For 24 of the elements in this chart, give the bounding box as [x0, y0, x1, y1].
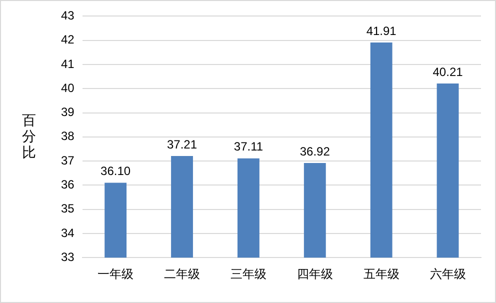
data-label: 37.21 [166, 137, 198, 152]
x-tick-label: 二年级 [164, 266, 200, 281]
data-label: 36.10 [100, 164, 131, 178]
y-tick-label: 38 [60, 129, 75, 144]
y-tick-label: 41 [60, 56, 75, 71]
y-tick-label: 35 [60, 202, 75, 216]
data-label: 40.21 [432, 64, 464, 79]
data-label: 41.91 [366, 24, 397, 38]
y-tick-label: 39 [60, 105, 75, 120]
y-tick-label: 33 [60, 250, 75, 264]
y-tick-label: 43 [60, 8, 75, 23]
x-tick-label: 三年级 [230, 266, 266, 281]
data-label: 37.11 [234, 140, 264, 154]
x-tick-label: 四年级 [296, 266, 333, 281]
data-label: 36.92 [300, 144, 330, 158]
y-tick-label: 37 [60, 153, 75, 168]
y-tick-label: 36 [60, 177, 75, 192]
y-tick-label: 42 [60, 32, 75, 47]
y-axis-title: 百分比 [21, 113, 37, 161]
x-tick-label: 五年级 [363, 266, 400, 281]
y-tick-label: 34 [60, 226, 75, 240]
y-tick-label: 40 [60, 80, 75, 95]
x-tick-label: 六年级 [430, 266, 466, 281]
x-tick-label: 一年级 [98, 266, 134, 281]
